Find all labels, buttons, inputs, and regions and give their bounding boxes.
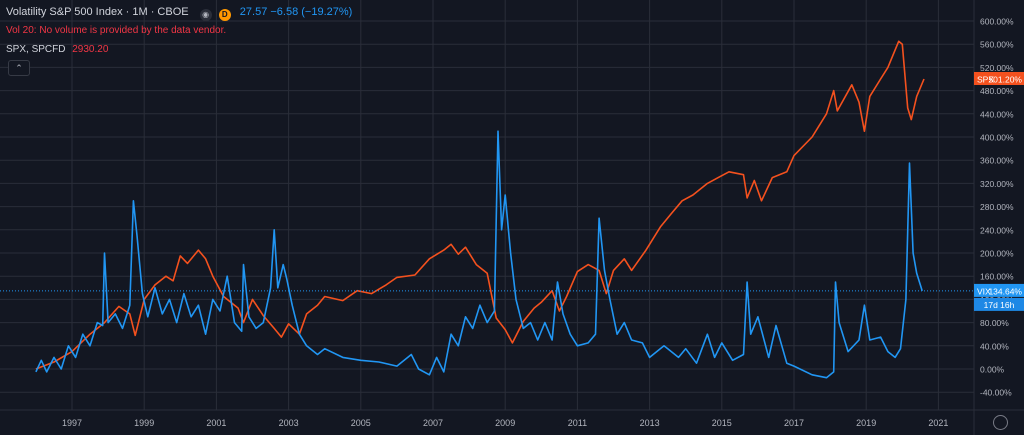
x-tick-label: 2007: [423, 418, 443, 428]
x-tick-label: 2013: [640, 418, 660, 428]
y-tick-label: 40.00%: [980, 341, 1009, 351]
vix-label-bg: [974, 283, 1024, 297]
x-tick-label: 2021: [928, 418, 948, 428]
y-tick-label: 360.00%: [980, 156, 1014, 166]
x-tick-label: 2019: [856, 418, 876, 428]
spx-value: 2930.20: [72, 44, 109, 55]
x-tick-label: 2001: [206, 418, 226, 428]
y-tick-label: 280.00%: [980, 202, 1014, 212]
y-tick-label: 480.00%: [980, 86, 1014, 96]
spx-symbol[interactable]: SPX, SPCFD: [6, 44, 66, 55]
time-axis[interactable]: 1997 1999 2001 2003 2005 2007 2009 2011 2013 2015…: [0, 409, 1024, 428]
y-tick-label: 520.00%: [980, 63, 1014, 73]
chart-grid: [0, 0, 974, 410]
symbol-title[interactable]: Volatility S&P 500 Index · 1M · CBOE: [6, 6, 189, 18]
spx-label-value: 501.20%: [988, 75, 1022, 85]
x-tick-label: 2015: [712, 418, 732, 428]
vix-values: 27.57 −6.58 (−19.27%): [239, 6, 353, 18]
chevron-up-icon[interactable]: ⌃: [8, 60, 30, 76]
y-tick-label: -40.00%: [980, 388, 1012, 398]
spx-label-name: SPX: [977, 75, 994, 85]
source-badge: D: [218, 9, 231, 21]
y-tick-label: 160.00%: [980, 272, 1014, 282]
countdown-bg: [974, 297, 1024, 311]
spx-legend[interactable]: SPX, SPCFD 2930.20: [6, 44, 108, 55]
eye-icon[interactable]: ◉: [199, 9, 212, 21]
x-tick-label: 2005: [351, 418, 371, 428]
x-tick-label: 1997: [62, 418, 82, 428]
vix-label-value: 134.64%: [988, 286, 1022, 296]
y-tick-label: 80.00%: [980, 318, 1009, 328]
series-line-spx: [35, 40, 925, 370]
spx-label-bg: [974, 72, 1024, 85]
y-tick-label: 0.00%: [980, 365, 1005, 375]
y-tick-label: 200.00%: [980, 249, 1014, 259]
y-tick-label: 600.00%: [980, 17, 1014, 27]
y-tick-label: 400.00%: [980, 133, 1014, 143]
main-series-legend[interactable]: Volatility S&P 500 Index · 1M · CBOE ◉ D…: [6, 6, 352, 21]
volume-notice: Vol 20: No volume is provided by the dat…: [6, 25, 227, 36]
countdown-label: 17d 16h: [984, 300, 1015, 310]
y-tick-label: 240.00%: [980, 225, 1014, 235]
x-tick-label: 2011: [568, 418, 587, 428]
y-tick-label: 320.00%: [980, 179, 1014, 189]
price-axis[interactable]: 600.00% 560.00% 520.00% 480.00% 440.00% 400.0…: [973, 0, 1014, 435]
x-tick-label: 2003: [279, 418, 299, 428]
x-tick-label: 1999: [134, 418, 154, 428]
x-tick-label: 2017: [784, 418, 804, 428]
y-tick-label: 440.00%: [980, 109, 1014, 119]
series-layer: [0, 40, 974, 379]
y-tick-label: 560.00%: [980, 40, 1014, 50]
vix-label-name: VIX: [977, 286, 991, 296]
gear-icon[interactable]: [993, 415, 1008, 430]
x-tick-label: 2009: [495, 418, 515, 428]
series-line-vix: [35, 130, 923, 379]
